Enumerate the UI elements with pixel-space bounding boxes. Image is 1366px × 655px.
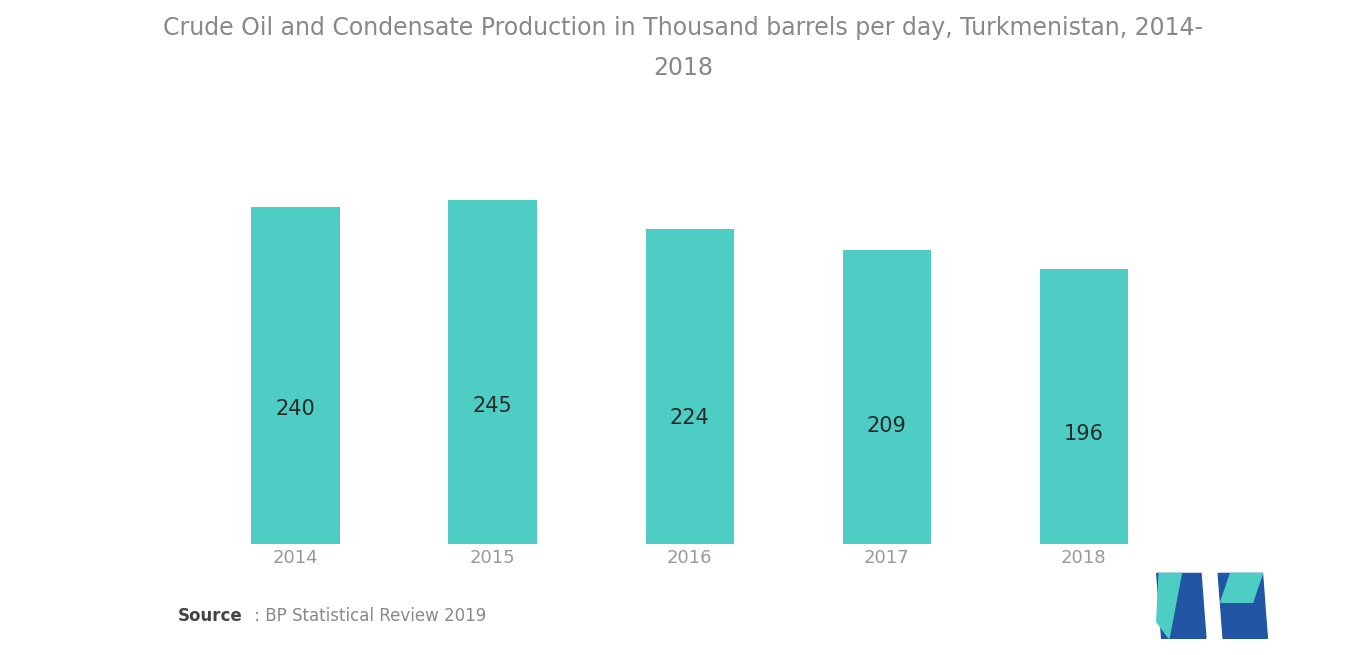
Polygon shape bbox=[1157, 574, 1182, 638]
Polygon shape bbox=[1218, 574, 1268, 638]
Text: Source: Source bbox=[178, 607, 242, 625]
Bar bbox=[843, 250, 932, 544]
Polygon shape bbox=[1157, 574, 1206, 638]
Bar bbox=[448, 200, 537, 544]
Text: 240: 240 bbox=[276, 399, 316, 419]
Bar bbox=[251, 207, 340, 544]
Polygon shape bbox=[1221, 574, 1262, 603]
Text: Crude Oil and Condensate Production in Thousand barrels per day, Turkmenistan, 2: Crude Oil and Condensate Production in T… bbox=[163, 16, 1203, 41]
Text: : BP Statistical Review 2019: : BP Statistical Review 2019 bbox=[249, 607, 486, 625]
Text: 2018: 2018 bbox=[653, 56, 713, 80]
Text: 224: 224 bbox=[669, 408, 710, 428]
Text: 245: 245 bbox=[473, 396, 512, 416]
Bar bbox=[1040, 269, 1128, 544]
Text: 209: 209 bbox=[867, 417, 907, 436]
Text: 196: 196 bbox=[1064, 424, 1104, 443]
Bar bbox=[646, 229, 734, 544]
